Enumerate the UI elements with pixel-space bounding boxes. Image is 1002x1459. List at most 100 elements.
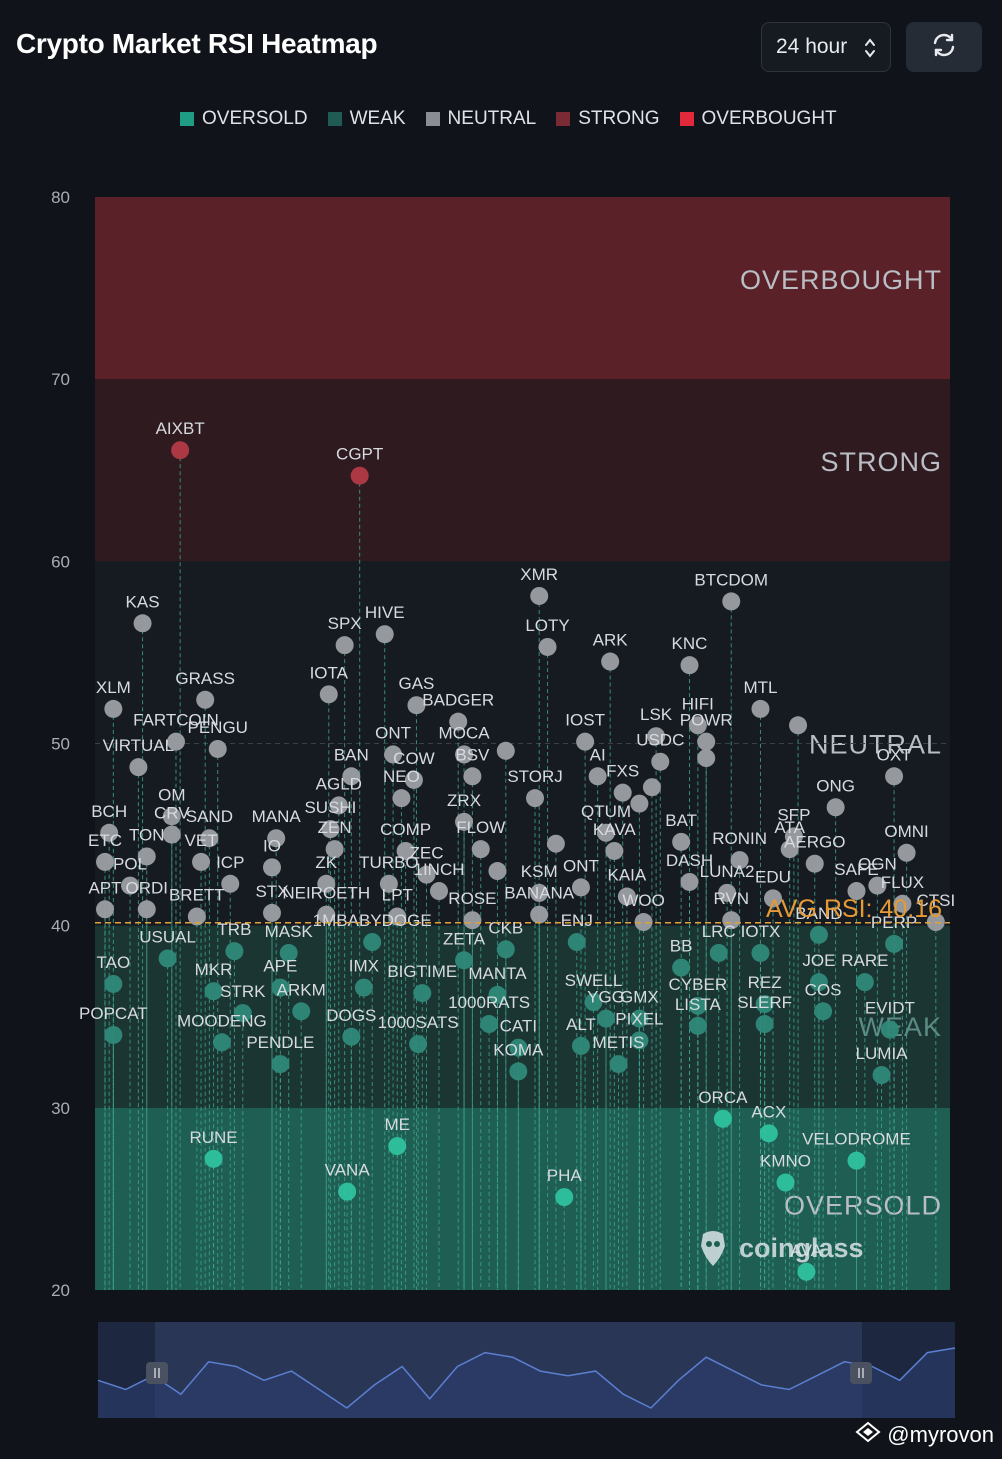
zone-label-strong: STRONG — [820, 447, 942, 477]
point-label: SAFE — [834, 860, 878, 879]
point-label: FARTCOIN — [133, 711, 219, 730]
point-label: BCH — [91, 802, 127, 821]
point-label: ZEN — [318, 818, 352, 837]
point-label: EDU — [755, 867, 791, 886]
rsi-point — [317, 905, 336, 924]
point-label: JOE — [802, 951, 835, 970]
point-label: RONIN — [712, 829, 767, 848]
rsi-point — [158, 949, 177, 968]
point-label: ME — [385, 1115, 411, 1134]
rsi-point — [279, 943, 298, 962]
point-label: NEIROETH — [282, 884, 370, 903]
coinglass-logo-icon — [701, 1231, 725, 1266]
point-label: STX — [255, 882, 288, 901]
point-label: PENGU — [187, 718, 247, 737]
y-tick-label: 50 — [51, 735, 70, 754]
point-label: CGPT — [336, 445, 383, 464]
rsi-point — [233, 1004, 252, 1023]
rsi-point — [121, 876, 140, 895]
point-label: PHA — [547, 1166, 583, 1185]
point-label: SAND — [186, 807, 233, 826]
rsi-point — [455, 745, 474, 764]
rsi-point — [392, 789, 411, 808]
rsi-point — [797, 1262, 816, 1281]
rsi-point — [709, 943, 728, 962]
rsi-point — [162, 825, 181, 844]
rsi-point — [463, 767, 482, 786]
point-label: ONG — [816, 776, 855, 795]
point-label: DASH — [666, 851, 713, 870]
watermark-text: coinglass — [739, 1232, 864, 1263]
rsi-point — [688, 716, 707, 735]
point-label: KOMA — [493, 1040, 544, 1059]
point-label: STORJ — [507, 767, 562, 786]
point-label: MASK — [265, 922, 314, 941]
legend-item-neutral[interactable]: NEUTRAL — [425, 108, 537, 130]
credit-handle: @myrovon — [887, 1422, 994, 1447]
point-label: SFP — [777, 805, 810, 824]
rsi-point — [137, 847, 156, 866]
point-label: BANANA — [504, 884, 575, 903]
rsi-point — [530, 586, 549, 605]
point-label: ZK — [315, 853, 337, 872]
point-label: IMX — [349, 957, 379, 976]
legend-item-oversold[interactable]: OVERSOLD — [180, 108, 308, 130]
rsi-point — [722, 592, 741, 611]
y-tick-label: 80 — [51, 188, 70, 207]
point-label: ONT — [375, 723, 411, 742]
y-tick-label: 30 — [51, 1099, 70, 1118]
rsi-point — [384, 745, 403, 764]
rsi-point — [751, 943, 770, 962]
rsi-point — [375, 625, 394, 644]
rsi-point — [688, 1016, 707, 1035]
navigator-handle-left[interactable] — [146, 1362, 168, 1384]
legend-swatch — [327, 112, 342, 126]
rsi-point — [342, 767, 361, 786]
point-label: ZETA — [443, 929, 486, 948]
rsi-point — [680, 656, 699, 675]
navigator-handle-right[interactable] — [850, 1362, 872, 1384]
point-label: AIXBT — [156, 419, 205, 438]
point-label: VET — [184, 831, 217, 850]
rsi-point — [354, 978, 373, 997]
period-select-value: 24 hour — [776, 35, 848, 58]
point-label: ORDI — [126, 878, 169, 897]
rsi-point — [137, 900, 156, 919]
legend-item-overbought[interactable]: OVERBOUGHT — [679, 108, 837, 130]
rsi-point — [789, 716, 808, 735]
zone-label-weak: WEAK — [858, 1012, 942, 1042]
rsi-point — [319, 685, 338, 704]
point-label: ALT — [566, 1015, 596, 1034]
legend-label: OVERSOLD — [202, 108, 308, 129]
rsi-point — [780, 840, 799, 859]
rsi-point — [325, 840, 344, 859]
point-label: KAIA — [608, 866, 647, 885]
rsi-point — [263, 858, 281, 877]
point-label: COS — [805, 980, 842, 999]
point-label: ICP — [216, 853, 244, 872]
point-label: ETC — [88, 831, 122, 850]
rsi-point — [776, 1173, 795, 1192]
point-label: FLOW — [456, 818, 505, 837]
rsi-point — [576, 732, 595, 751]
rsi-point — [171, 441, 190, 460]
point-label: GAS — [399, 674, 435, 693]
rsi-point — [855, 973, 874, 992]
zone-overbought — [95, 197, 950, 380]
avg-rsi-label: AVG RSI: 40.16 — [766, 895, 942, 923]
rsi-point — [263, 903, 281, 922]
page-title: Crypto Market RSI Heatmap — [16, 28, 378, 59]
rsi-point — [526, 789, 545, 808]
rsi-point — [571, 878, 590, 897]
rsi-point — [826, 798, 845, 817]
legend-label: NEUTRAL — [447, 108, 537, 129]
point-label: BTCDOM — [694, 570, 768, 589]
refresh-button[interactable] — [906, 22, 982, 72]
point-label: HIFI — [682, 694, 714, 713]
rsi-point — [196, 690, 215, 709]
legend-item-weak[interactable]: WEAK — [327, 108, 406, 130]
period-select[interactable]: 24 hour — [761, 22, 891, 72]
legend-item-strong[interactable]: STRONG — [556, 108, 660, 130]
rsi-point — [208, 739, 227, 758]
point-label: BAND — [795, 904, 842, 923]
